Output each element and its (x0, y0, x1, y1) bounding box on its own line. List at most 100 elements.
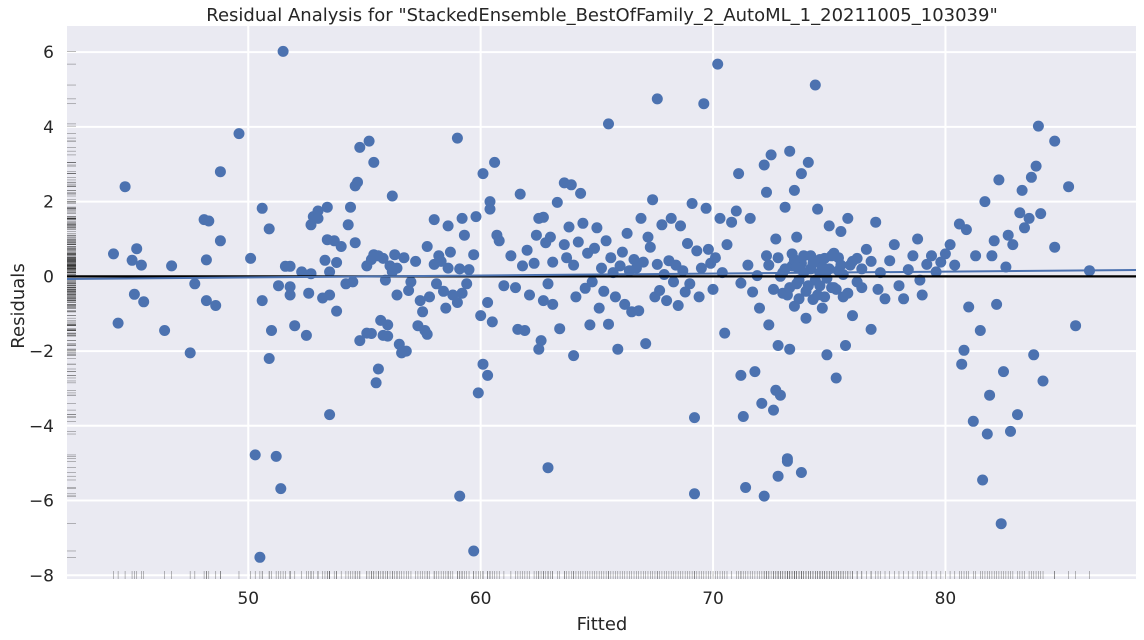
data-point (537, 295, 549, 307)
data-point (331, 257, 343, 268)
data-point (686, 198, 698, 209)
data-point (349, 237, 361, 249)
data-point (977, 474, 989, 486)
x-tick-labels: 50 60 70 80 (237, 589, 956, 609)
data-point (647, 194, 659, 206)
data-point (200, 295, 212, 307)
data-point (400, 345, 412, 357)
data-point (442, 262, 454, 274)
data-point (477, 358, 489, 370)
data-point (214, 235, 226, 247)
data-point (451, 132, 463, 144)
data-point (802, 280, 814, 292)
data-point (763, 319, 775, 331)
data-point (684, 278, 696, 290)
data-point (984, 389, 996, 401)
data-point (893, 280, 905, 292)
data-point (593, 302, 605, 314)
data-point (1012, 409, 1023, 421)
data-point (598, 285, 610, 297)
data-point (628, 254, 640, 265)
data-point (354, 141, 366, 153)
data-point (342, 219, 354, 231)
data-point (665, 212, 677, 224)
y-tick-label: 0 (43, 267, 54, 287)
data-point (888, 239, 900, 251)
data-point (621, 227, 633, 239)
data-point (468, 545, 480, 557)
data-point (377, 252, 389, 264)
data-point (428, 214, 440, 226)
data-point (345, 201, 356, 213)
y-tick-label: −8 (29, 566, 54, 586)
data-point (761, 186, 772, 198)
data-point (424, 291, 435, 303)
data-point (802, 156, 814, 168)
data-point (830, 283, 842, 295)
data-point (779, 201, 791, 213)
data-point (386, 190, 398, 202)
data-point (758, 159, 770, 171)
data-point (865, 255, 877, 267)
data-point (756, 397, 768, 409)
data-point (256, 295, 268, 307)
data-point (1014, 207, 1026, 219)
data-point (589, 242, 600, 254)
data-point (847, 255, 858, 267)
data-point (579, 282, 591, 294)
data-point (403, 285, 415, 296)
data-point (742, 259, 754, 271)
data-point (489, 156, 501, 168)
data-point (537, 211, 549, 223)
data-point (700, 202, 712, 214)
trend-line (66, 268, 1137, 280)
data-point (640, 338, 652, 350)
data-point (468, 249, 480, 261)
data-point (200, 254, 212, 266)
x-tick-label: 70 (702, 589, 724, 609)
data-point (907, 250, 919, 262)
data-point (558, 239, 570, 251)
data-point (521, 244, 533, 256)
data-point (1016, 184, 1028, 196)
data-point (916, 289, 928, 301)
data-point (372, 363, 384, 375)
data-point (791, 231, 803, 243)
data-point (347, 276, 359, 288)
data-point (784, 282, 796, 294)
data-point (695, 262, 707, 274)
data-point (421, 328, 433, 340)
data-point (1070, 320, 1082, 332)
data-point (926, 250, 937, 262)
data-point (765, 149, 777, 161)
data-point (672, 300, 684, 311)
data-point (472, 387, 484, 399)
data-point (974, 325, 986, 336)
data-point (270, 450, 282, 462)
data-point (768, 283, 779, 295)
data-point (575, 187, 587, 199)
data-point (642, 231, 654, 243)
data-point (956, 358, 968, 370)
data-point (475, 310, 487, 322)
data-point (514, 188, 526, 200)
data-point (324, 289, 336, 301)
data-point (709, 252, 721, 264)
data-point (835, 226, 847, 237)
data-point (544, 231, 556, 243)
data-point (814, 280, 826, 292)
data-point (714, 212, 726, 224)
data-point (735, 369, 747, 381)
data-point (417, 306, 429, 318)
data-point (758, 490, 770, 502)
data-point (275, 483, 287, 495)
data-point (682, 238, 693, 249)
data-point (551, 196, 563, 208)
data-point (865, 323, 877, 335)
data-point (1000, 261, 1012, 273)
data-point (319, 254, 331, 266)
data-point (981, 428, 993, 440)
data-point (461, 278, 473, 290)
data-point (812, 289, 824, 301)
